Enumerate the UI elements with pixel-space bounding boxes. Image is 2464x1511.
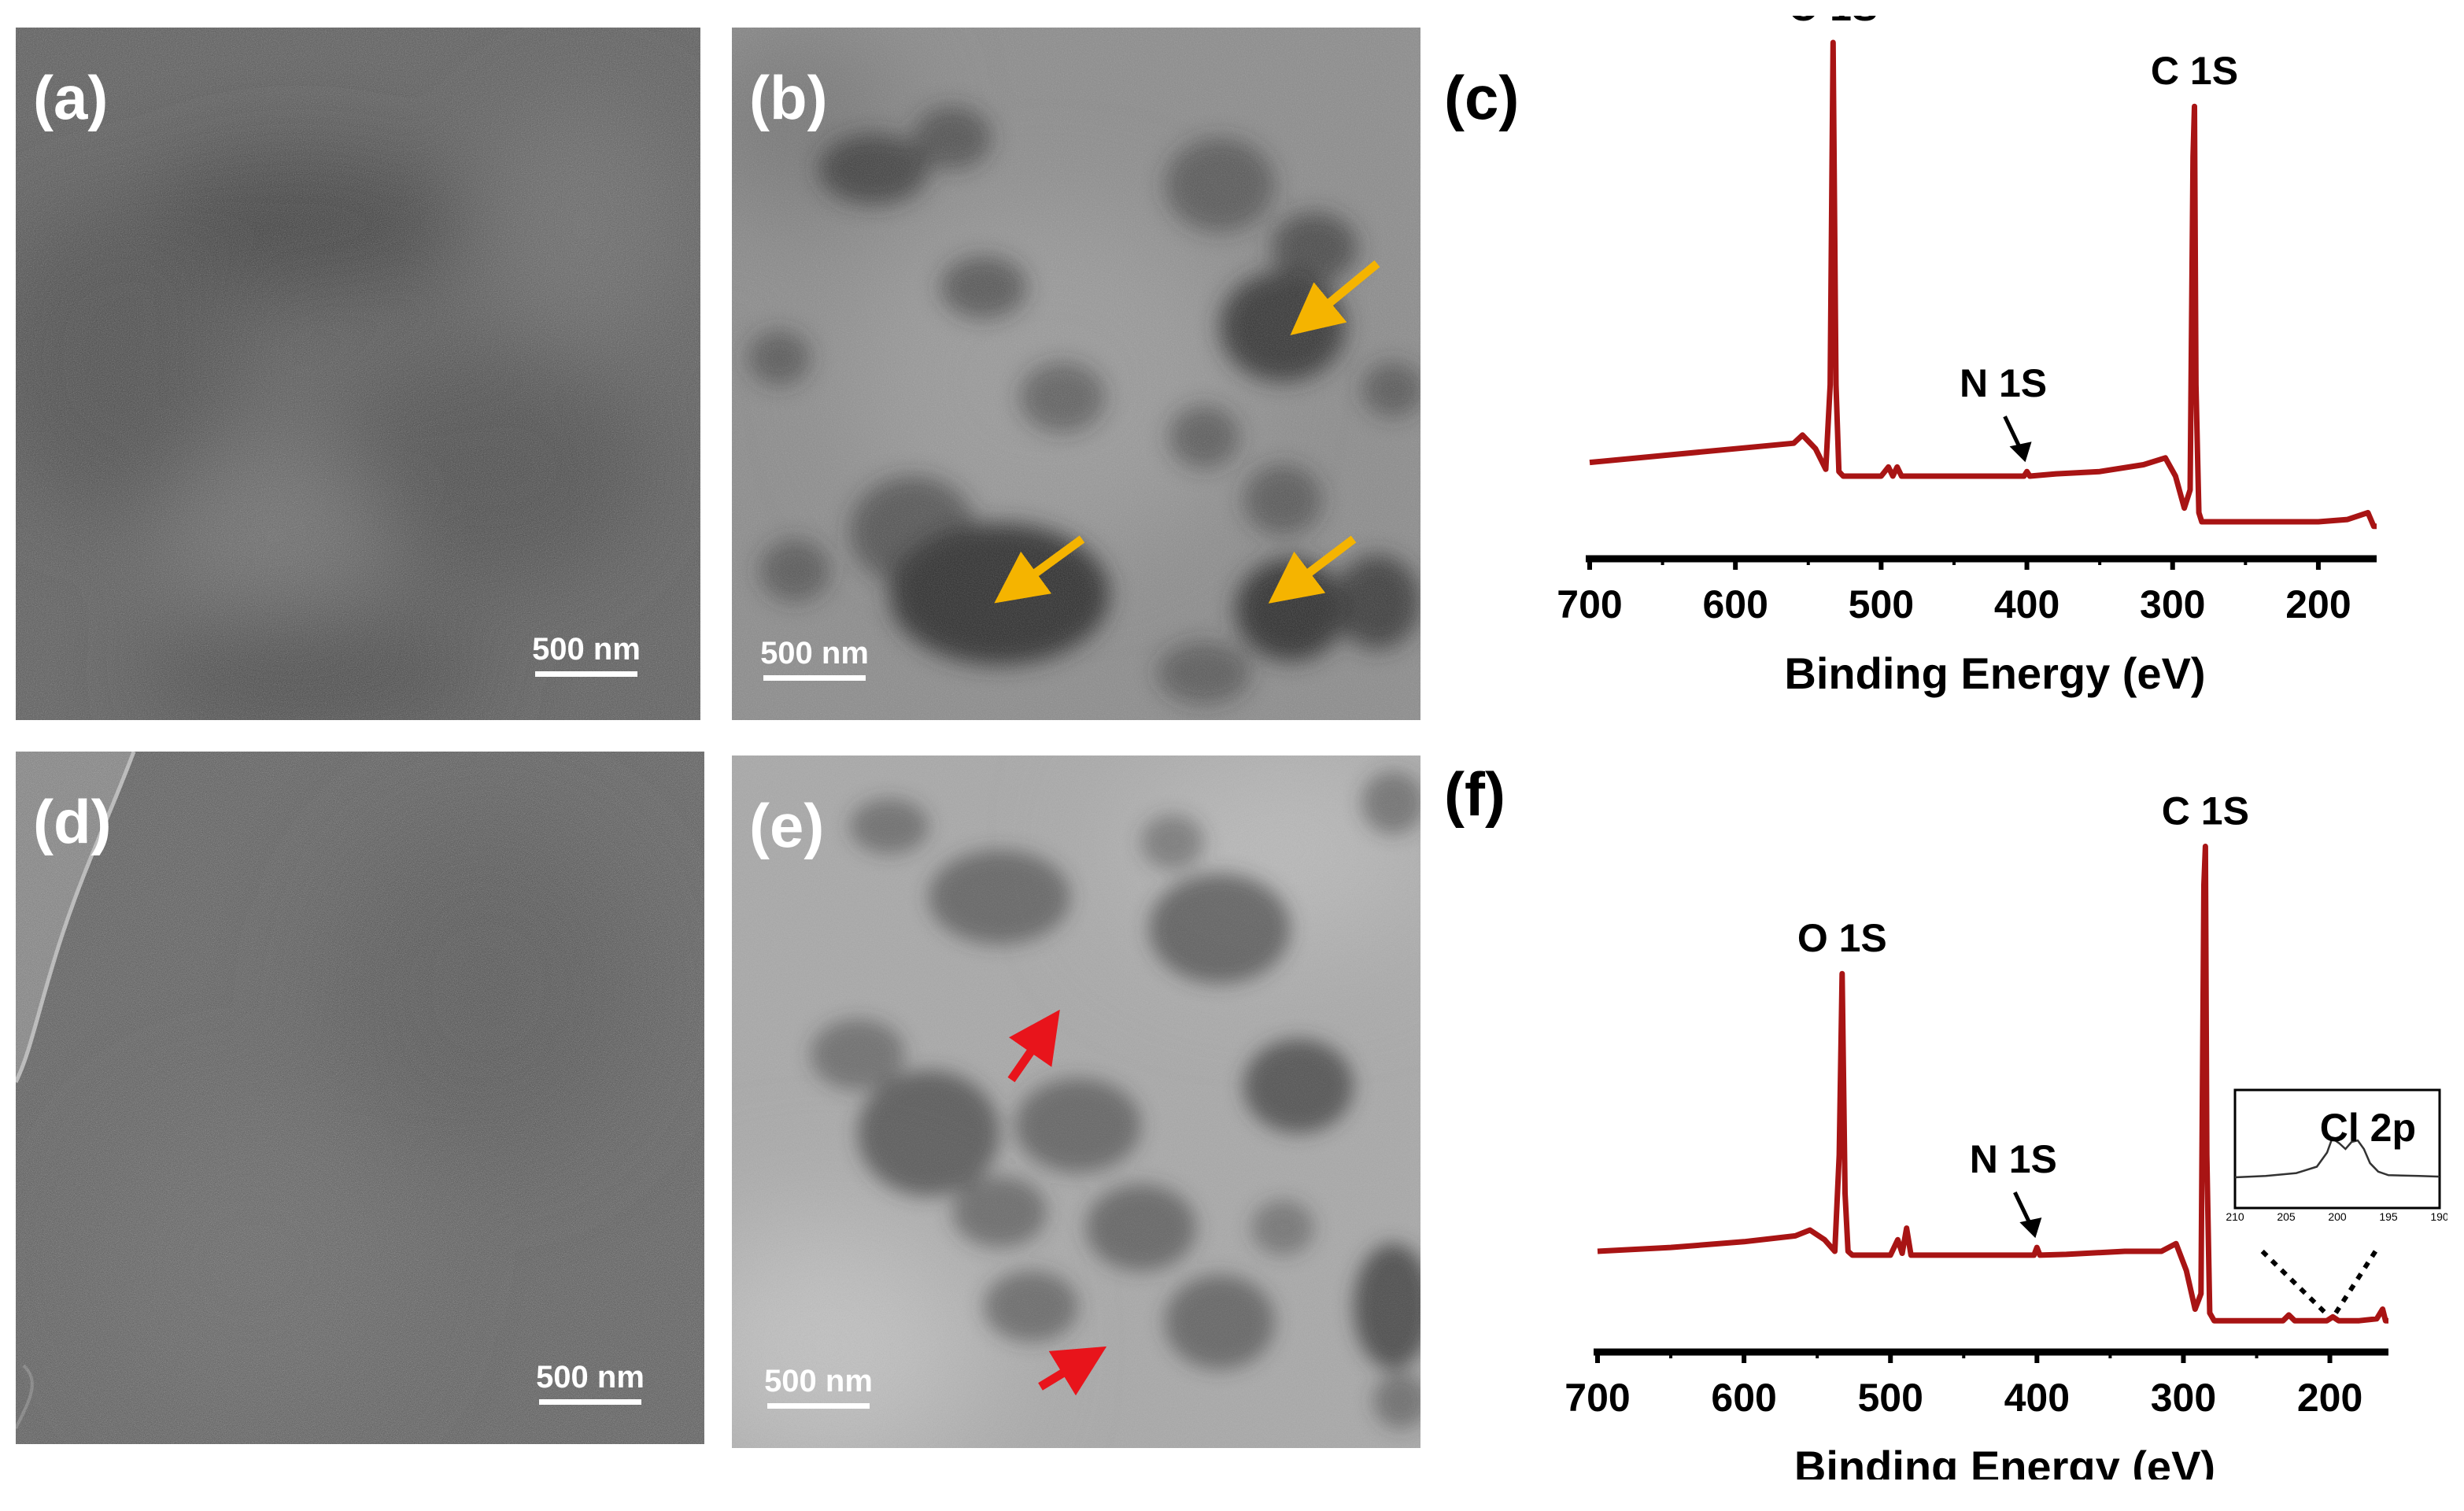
panel-label-b: (b) bbox=[749, 63, 828, 132]
x-tick-label: 300 bbox=[2140, 582, 2205, 626]
arrow-red-2 bbox=[1038, 1346, 1107, 1396]
x-tick-label: 700 bbox=[1557, 582, 1622, 626]
inset-tick-label: 195 bbox=[2379, 1210, 2398, 1223]
peak-label-n1s: N 1S bbox=[1960, 361, 2047, 405]
inset-guide-left bbox=[2260, 1249, 2328, 1315]
inset-tick-label: 200 bbox=[2328, 1210, 2347, 1223]
inset-frame bbox=[2233, 1088, 2441, 1210]
scale-bar-line-d bbox=[539, 1399, 641, 1405]
peak-label-n1s: N 1S bbox=[1970, 1137, 2057, 1181]
spectrum-line bbox=[1589, 39, 2377, 530]
scale-bar-line-b bbox=[763, 675, 866, 681]
arrow-yellow-3 bbox=[1268, 535, 1357, 604]
x-tick-label: 700 bbox=[1564, 1376, 1630, 1420]
xps-chart-f: 700 600 500 400 300 200 Binding Energy (eV) O 1… bbox=[1564, 789, 2447, 1480]
peak-arrow-head bbox=[2019, 1217, 2042, 1239]
x-axis-label: Binding Energy (eV) bbox=[1784, 648, 2205, 698]
inset-title: Cl 2p bbox=[2320, 1106, 2416, 1150]
arrow-red-1 bbox=[1007, 1009, 1060, 1083]
x-tick-label: 300 bbox=[2151, 1376, 2216, 1420]
peak-label-o1s: O 1S bbox=[1797, 916, 1887, 960]
x-tick-label: 600 bbox=[1702, 582, 1768, 626]
panel-label-c: (c) bbox=[1444, 63, 1520, 132]
inset-tick-label: 190 bbox=[2430, 1210, 2447, 1223]
xps-chart-c: 700 600 500 400 300 200 Binding Energy (eV) O 1… bbox=[1557, 16, 2377, 698]
cl2p-inset: 210 205 200 195 190 Cl 2p bbox=[2226, 1088, 2447, 1315]
tem-image-b bbox=[732, 28, 1420, 720]
peak-arrow-head bbox=[2009, 441, 2032, 463]
panel-label-d: (d) bbox=[33, 787, 112, 856]
tem-image-e bbox=[732, 756, 1420, 1448]
peak-label-c1s: C 1S bbox=[2151, 49, 2238, 93]
panel-label-f: (f) bbox=[1444, 759, 1505, 829]
scale-bar-b: 500 nm bbox=[759, 637, 870, 681]
scale-bar-d: 500 nm bbox=[535, 1361, 645, 1405]
arrow-yellow-1 bbox=[1290, 260, 1380, 335]
scale-bar-e: 500 nm bbox=[763, 1365, 874, 1409]
scale-bar-label-b: 500 nm bbox=[760, 636, 869, 671]
tem-panel-b: (b) 500 nm bbox=[732, 28, 1420, 720]
inset-tick-label: 210 bbox=[2226, 1210, 2244, 1223]
inset-tick-label: 205 bbox=[2277, 1210, 2296, 1223]
x-tick-label: 200 bbox=[2285, 582, 2351, 626]
tem-image-d bbox=[16, 752, 704, 1444]
x-tick-label: 600 bbox=[1711, 1376, 1776, 1420]
x-tick-label: 500 bbox=[1849, 582, 1914, 626]
x-tick-label: 400 bbox=[1994, 582, 2059, 626]
tem-panel-d: (d) 500 nm bbox=[16, 752, 704, 1444]
x-tick-label: 200 bbox=[2297, 1376, 2362, 1420]
panel-label-a: (a) bbox=[33, 63, 109, 132]
scale-bar-label-a: 500 nm bbox=[532, 632, 641, 667]
peak-label-o1s: O 1S bbox=[1788, 16, 1878, 29]
arrow-yellow-2 bbox=[994, 535, 1085, 604]
inset-guide-right bbox=[2333, 1250, 2377, 1315]
x-axis-label: Binding Energy (eV) bbox=[1794, 1442, 2215, 1480]
tem-panel-a: (a) 500 nm bbox=[16, 28, 700, 720]
spectrum-line bbox=[1597, 844, 2388, 1324]
scale-bar-a: 500 nm bbox=[531, 634, 641, 677]
x-tick-label: 500 bbox=[1858, 1376, 1923, 1420]
tem-panel-e: (e) 500 nm bbox=[732, 756, 1420, 1448]
tem-image-a bbox=[16, 28, 700, 720]
peak-label-c1s: C 1S bbox=[2162, 789, 2249, 833]
scale-bar-line-e bbox=[767, 1403, 870, 1409]
scale-bar-label-d: 500 nm bbox=[536, 1360, 645, 1395]
panel-label-e: (e) bbox=[749, 791, 825, 860]
x-tick-label: 400 bbox=[2004, 1376, 2070, 1420]
inset-spectrum-line bbox=[2234, 1136, 2440, 1179]
scale-bar-line-a bbox=[535, 671, 637, 677]
scale-bar-label-e: 500 nm bbox=[764, 1364, 873, 1398]
